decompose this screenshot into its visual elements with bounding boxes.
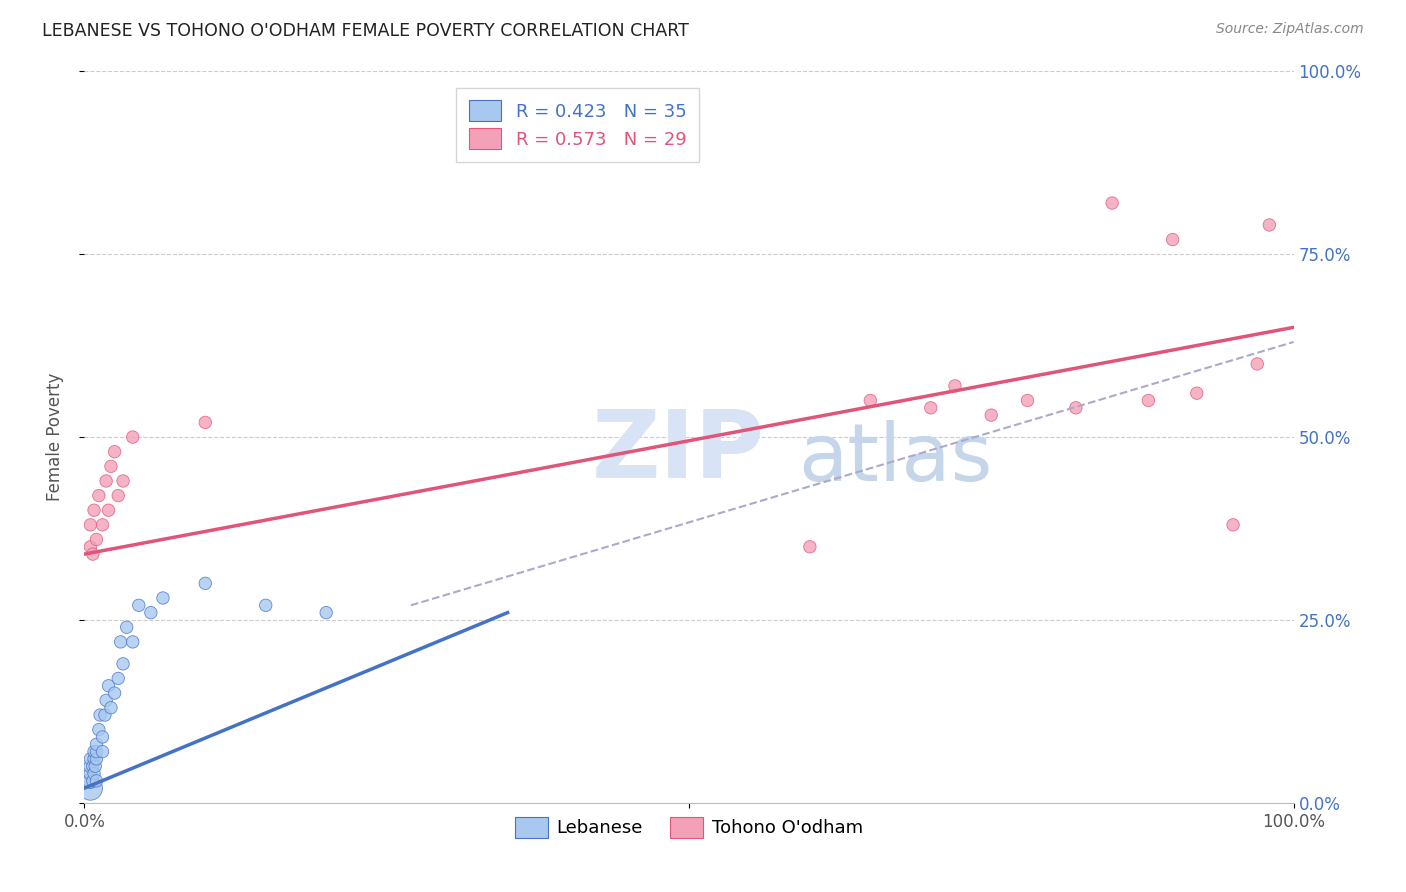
Text: Source: ZipAtlas.com: Source: ZipAtlas.com xyxy=(1216,22,1364,37)
Point xyxy=(1017,393,1039,408)
Point xyxy=(86,752,108,766)
Point xyxy=(97,679,120,693)
Point xyxy=(87,489,110,503)
Point xyxy=(859,393,882,408)
Point xyxy=(79,773,101,788)
Point xyxy=(1246,357,1268,371)
Point xyxy=(112,657,135,671)
Point xyxy=(89,708,111,723)
Point xyxy=(79,766,101,780)
Point xyxy=(112,474,135,488)
Point xyxy=(920,401,942,415)
Point xyxy=(100,700,122,714)
Point xyxy=(83,766,105,780)
Point xyxy=(315,606,337,620)
Point xyxy=(94,708,117,723)
Point xyxy=(86,533,108,547)
Point xyxy=(110,635,132,649)
Point xyxy=(97,503,120,517)
Point xyxy=(104,686,127,700)
Point xyxy=(91,745,114,759)
Point xyxy=(194,576,217,591)
Point xyxy=(1137,393,1160,408)
Point xyxy=(194,416,217,430)
Point xyxy=(139,606,162,620)
Point xyxy=(128,599,150,613)
Text: LEBANESE VS TOHONO O'ODHAM FEMALE POVERTY CORRELATION CHART: LEBANESE VS TOHONO O'ODHAM FEMALE POVERT… xyxy=(42,22,689,40)
Point xyxy=(943,379,966,393)
Point xyxy=(94,474,117,488)
Point xyxy=(100,459,122,474)
Point xyxy=(1222,517,1244,532)
Point xyxy=(94,693,117,707)
Point xyxy=(86,737,108,751)
Y-axis label: Female Poverty: Female Poverty xyxy=(45,373,63,501)
Point xyxy=(86,745,108,759)
Point xyxy=(799,540,821,554)
Point xyxy=(83,503,105,517)
Point xyxy=(87,723,110,737)
Point xyxy=(83,752,105,766)
Point xyxy=(79,517,101,532)
Point xyxy=(79,759,101,773)
Point xyxy=(79,540,101,554)
Point xyxy=(1101,196,1123,211)
Point xyxy=(121,635,143,649)
Point xyxy=(104,444,127,458)
Point xyxy=(79,781,101,796)
Point xyxy=(254,599,277,613)
Text: ZIP: ZIP xyxy=(592,406,765,498)
Point xyxy=(107,489,129,503)
Point xyxy=(83,745,105,759)
Point xyxy=(152,591,174,605)
Point xyxy=(1258,218,1281,232)
Legend: Lebanese, Tohono O'odham: Lebanese, Tohono O'odham xyxy=(508,810,870,845)
Point xyxy=(86,773,108,788)
Point xyxy=(121,430,143,444)
Point xyxy=(91,730,114,744)
Point xyxy=(82,759,104,773)
Point xyxy=(107,672,129,686)
Point xyxy=(79,752,101,766)
Point xyxy=(91,517,114,532)
Point xyxy=(115,620,138,634)
Text: atlas: atlas xyxy=(797,420,993,498)
Point xyxy=(84,759,107,773)
Point xyxy=(82,773,104,788)
Point xyxy=(1161,233,1184,247)
Point xyxy=(1185,386,1208,401)
Point xyxy=(980,408,1002,422)
Point xyxy=(1064,401,1087,415)
Point xyxy=(82,547,104,561)
